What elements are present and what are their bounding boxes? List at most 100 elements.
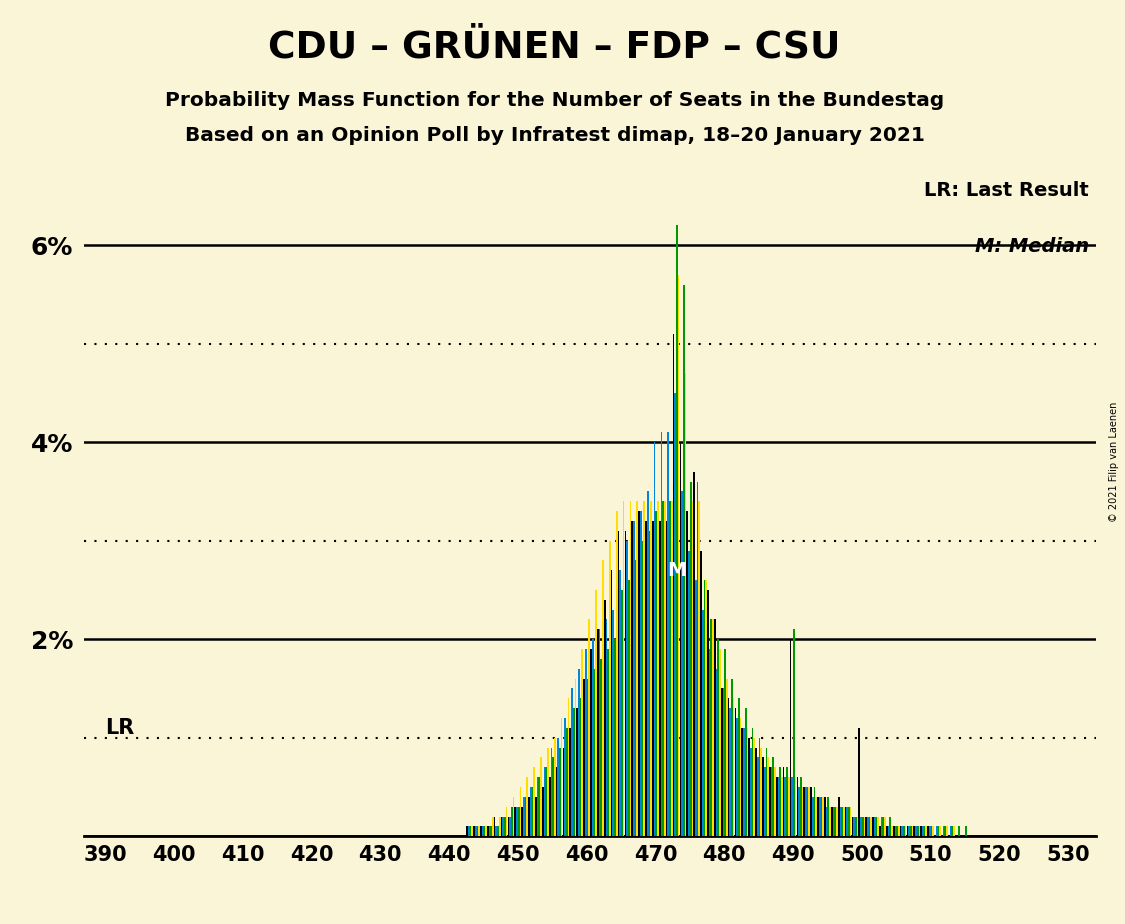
Bar: [529, 796, 530, 836]
Bar: [703, 580, 705, 836]
Bar: [849, 807, 852, 836]
Bar: [487, 826, 488, 836]
Bar: [824, 796, 826, 836]
Bar: [780, 767, 781, 836]
Bar: [843, 807, 845, 836]
Bar: [612, 610, 614, 836]
Bar: [930, 826, 933, 836]
Bar: [471, 826, 472, 836]
Bar: [552, 758, 554, 836]
Bar: [532, 787, 533, 836]
Bar: [867, 817, 868, 836]
Bar: [858, 728, 861, 836]
Bar: [699, 501, 700, 836]
Bar: [829, 807, 830, 836]
Text: CDU – GRÜNEN – FDP – CSU: CDU – GRÜNEN – FDP – CSU: [269, 30, 840, 66]
Bar: [714, 619, 716, 836]
Bar: [683, 285, 685, 836]
Bar: [586, 678, 588, 836]
Bar: [891, 826, 893, 836]
Bar: [758, 737, 760, 836]
Bar: [504, 817, 506, 836]
Bar: [579, 699, 582, 836]
Bar: [536, 796, 537, 836]
Bar: [783, 767, 784, 836]
Bar: [771, 767, 773, 836]
Bar: [711, 619, 712, 836]
Bar: [663, 501, 664, 836]
Bar: [745, 708, 747, 836]
Bar: [774, 767, 776, 836]
Bar: [888, 826, 890, 836]
Bar: [597, 629, 598, 836]
Bar: [728, 699, 729, 836]
Bar: [776, 777, 777, 836]
Bar: [659, 521, 660, 836]
Bar: [793, 629, 794, 836]
Bar: [542, 787, 543, 836]
Bar: [770, 767, 771, 836]
Bar: [695, 580, 696, 836]
Bar: [900, 826, 901, 836]
Bar: [731, 678, 732, 836]
Bar: [936, 826, 937, 836]
Bar: [507, 817, 510, 836]
Bar: [712, 619, 714, 836]
Bar: [802, 787, 803, 836]
Text: LR: Last Result: LR: Last Result: [924, 181, 1089, 201]
Text: Probability Mass Function for the Number of Seats in the Bundestag: Probability Mass Function for the Number…: [165, 91, 944, 110]
Bar: [693, 472, 695, 836]
Bar: [620, 570, 621, 836]
Bar: [565, 718, 566, 836]
Bar: [903, 826, 904, 836]
Bar: [739, 718, 741, 836]
Bar: [852, 817, 853, 836]
Bar: [784, 777, 786, 836]
Bar: [832, 807, 835, 836]
Bar: [848, 807, 849, 836]
Bar: [816, 796, 817, 836]
Bar: [752, 728, 754, 836]
Bar: [709, 649, 711, 836]
Bar: [674, 393, 676, 836]
Bar: [546, 767, 547, 836]
Bar: [944, 826, 946, 836]
Bar: [952, 826, 953, 836]
Bar: [897, 826, 898, 836]
Bar: [878, 817, 879, 836]
Bar: [614, 639, 615, 836]
Bar: [562, 748, 565, 836]
Bar: [549, 777, 550, 836]
Bar: [920, 826, 922, 836]
Text: © 2021 Filip van Laenen: © 2021 Filip van Laenen: [1109, 402, 1118, 522]
Bar: [700, 551, 702, 836]
Bar: [686, 511, 688, 836]
Bar: [807, 787, 809, 836]
Bar: [566, 728, 568, 836]
Bar: [765, 748, 767, 836]
Bar: [924, 826, 926, 836]
Bar: [865, 817, 867, 836]
Bar: [628, 580, 630, 836]
Bar: [736, 718, 738, 836]
Bar: [627, 541, 628, 836]
Bar: [644, 501, 645, 836]
Bar: [648, 530, 650, 836]
Bar: [744, 728, 745, 836]
Bar: [813, 787, 816, 836]
Bar: [702, 610, 703, 836]
Bar: [605, 619, 608, 836]
Bar: [724, 649, 726, 836]
Bar: [631, 521, 633, 836]
Bar: [781, 777, 783, 836]
Bar: [657, 501, 659, 836]
Bar: [729, 708, 731, 836]
Bar: [910, 826, 911, 836]
Bar: [886, 826, 888, 836]
Bar: [817, 796, 819, 836]
Bar: [537, 777, 539, 836]
Bar: [485, 826, 487, 836]
Bar: [926, 826, 927, 836]
Bar: [594, 669, 595, 836]
Bar: [943, 826, 944, 836]
